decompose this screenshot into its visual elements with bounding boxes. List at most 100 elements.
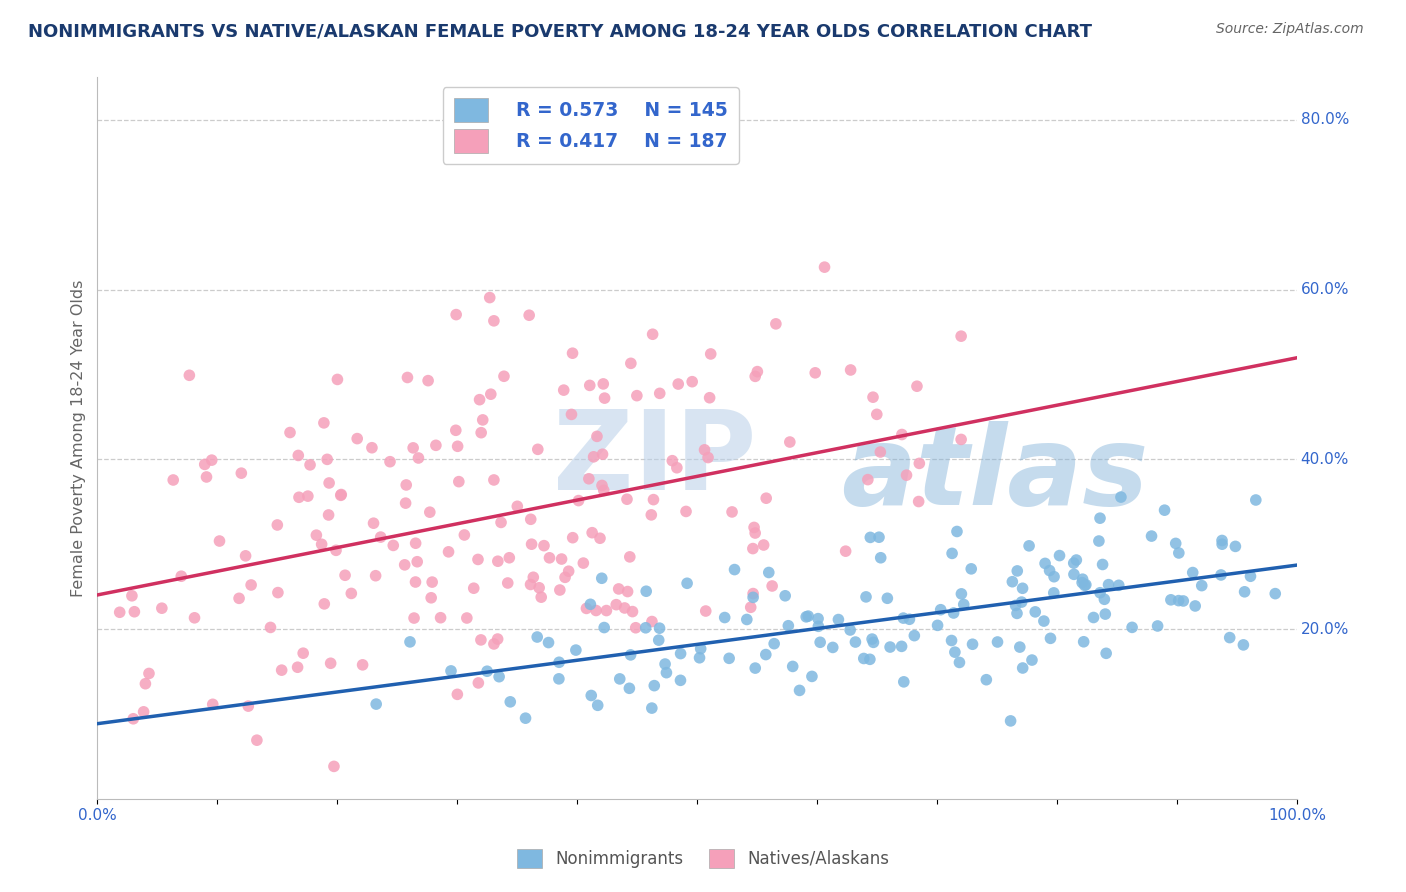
Point — [1038, 564, 1060, 578]
Point — [492, 369, 515, 384]
Point — [778, 618, 800, 632]
Point — [1209, 568, 1232, 582]
Point — [561, 531, 583, 545]
Point — [765, 317, 787, 331]
Point — [669, 673, 692, 688]
Point — [1160, 592, 1182, 607]
Point — [548, 672, 571, 686]
Point — [852, 651, 875, 665]
Point — [471, 413, 494, 427]
Point — [681, 375, 703, 389]
Point — [489, 516, 512, 530]
Point — [641, 615, 664, 629]
Point — [613, 601, 636, 615]
Point — [1219, 631, 1241, 645]
Point — [1146, 619, 1168, 633]
Point — [1153, 503, 1175, 517]
Point — [527, 442, 550, 457]
Point — [807, 612, 830, 626]
Point — [869, 550, 891, 565]
Point — [363, 516, 385, 531]
Point — [420, 591, 443, 605]
Point — [479, 387, 502, 401]
Point — [312, 416, 335, 430]
Point — [548, 582, 571, 597]
Point — [592, 376, 614, 391]
Point — [405, 536, 427, 550]
Point — [643, 679, 665, 693]
Point — [907, 494, 929, 508]
Point — [520, 537, 543, 551]
Point — [591, 571, 613, 585]
Point — [1001, 574, 1024, 589]
Point — [797, 609, 820, 624]
Point — [950, 329, 973, 343]
Point — [903, 629, 925, 643]
Point — [927, 618, 949, 632]
Point — [1039, 632, 1062, 646]
Text: ZIP: ZIP — [553, 406, 756, 513]
Point — [986, 635, 1008, 649]
Point — [960, 562, 983, 576]
Point — [318, 508, 340, 522]
Point — [572, 556, 595, 570]
Point — [862, 390, 884, 404]
Point — [382, 538, 405, 552]
Point — [162, 473, 184, 487]
Point — [575, 601, 598, 615]
Point — [621, 605, 644, 619]
Point — [1109, 490, 1132, 504]
Point — [1211, 533, 1233, 548]
Point — [1097, 577, 1119, 591]
Point — [595, 603, 617, 617]
Point — [855, 590, 877, 604]
Point — [486, 632, 509, 646]
Point — [447, 475, 470, 489]
Point — [1071, 575, 1094, 590]
Legend: Nonimmigrants, Natives/Alaskans: Nonimmigrants, Natives/Alaskans — [510, 842, 896, 875]
Point — [425, 438, 447, 452]
Point — [891, 611, 914, 625]
Point — [821, 640, 844, 655]
Point — [800, 669, 823, 683]
Point — [467, 552, 489, 566]
Point — [498, 550, 520, 565]
Point — [761, 579, 783, 593]
Point — [808, 635, 831, 649]
Point — [620, 648, 643, 662]
Point — [634, 621, 657, 635]
Point — [813, 260, 835, 275]
Point — [240, 578, 263, 592]
Point — [567, 493, 589, 508]
Point — [962, 637, 984, 651]
Point — [416, 374, 439, 388]
Point — [605, 598, 627, 612]
Point — [896, 468, 918, 483]
Point — [394, 496, 416, 510]
Point — [299, 458, 322, 472]
Point — [860, 632, 883, 646]
Point — [121, 589, 143, 603]
Point — [1211, 537, 1233, 551]
Point — [408, 450, 430, 465]
Point — [1164, 536, 1187, 550]
Point — [1074, 578, 1097, 592]
Point — [537, 635, 560, 649]
Point — [648, 386, 671, 401]
Point — [676, 576, 699, 591]
Point — [124, 605, 146, 619]
Point — [429, 611, 451, 625]
Point — [470, 425, 492, 440]
Point — [470, 632, 492, 647]
Point — [744, 369, 766, 384]
Point — [150, 601, 173, 615]
Point — [475, 665, 498, 679]
Point — [406, 555, 429, 569]
Point — [929, 603, 952, 617]
Point — [582, 450, 605, 464]
Point — [538, 550, 561, 565]
Point — [1191, 579, 1213, 593]
Point — [699, 347, 721, 361]
Point — [440, 664, 463, 678]
Point — [108, 605, 131, 619]
